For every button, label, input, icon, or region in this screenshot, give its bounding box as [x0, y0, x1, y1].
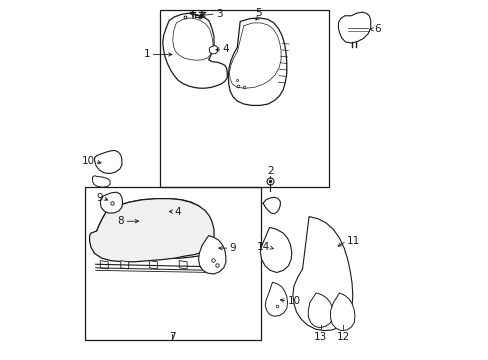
Polygon shape	[308, 293, 333, 328]
Text: 1: 1	[143, 49, 150, 59]
Polygon shape	[89, 199, 214, 262]
Text: 14: 14	[256, 242, 269, 252]
Polygon shape	[228, 18, 286, 105]
Polygon shape	[209, 45, 217, 54]
Text: 6: 6	[373, 24, 380, 35]
Text: 3: 3	[215, 9, 222, 19]
Text: 8: 8	[118, 216, 124, 226]
Polygon shape	[97, 199, 212, 258]
Polygon shape	[149, 261, 157, 269]
Bar	[160, 10, 328, 187]
Text: 9: 9	[96, 193, 102, 203]
Polygon shape	[265, 282, 287, 316]
Bar	[85, 187, 260, 339]
Text: 10: 10	[81, 156, 94, 166]
Text: 11: 11	[346, 236, 359, 246]
Polygon shape	[100, 261, 108, 269]
Text: 7: 7	[168, 332, 175, 342]
Polygon shape	[198, 235, 225, 274]
Text: 10: 10	[287, 296, 300, 306]
Polygon shape	[338, 12, 370, 43]
Polygon shape	[92, 176, 110, 187]
Polygon shape	[100, 192, 122, 213]
Polygon shape	[201, 261, 208, 269]
Text: 4: 4	[222, 44, 228, 54]
Text: 9: 9	[229, 243, 236, 253]
Text: 5: 5	[254, 8, 261, 18]
Polygon shape	[260, 227, 291, 273]
Polygon shape	[292, 217, 352, 330]
Polygon shape	[163, 13, 227, 88]
Text: 2: 2	[266, 166, 273, 176]
Text: 12: 12	[336, 332, 349, 342]
Polygon shape	[179, 261, 187, 269]
Polygon shape	[330, 293, 354, 330]
Polygon shape	[121, 261, 128, 269]
Text: 4: 4	[174, 207, 181, 217]
Polygon shape	[158, 199, 175, 224]
Polygon shape	[94, 150, 122, 174]
Text: 13: 13	[313, 332, 326, 342]
